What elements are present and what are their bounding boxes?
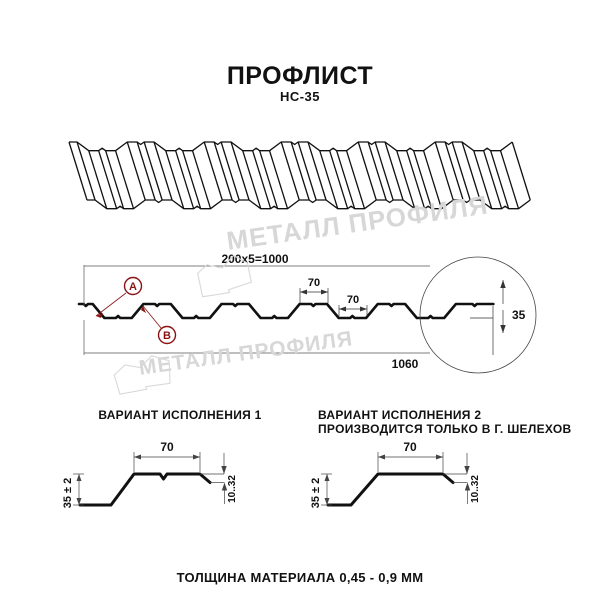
svg-text:35 ± 2: 35 ± 2 [310, 478, 322, 509]
svg-text:10..32: 10..32 [470, 475, 481, 503]
svg-text:35 ± 2: 35 ± 2 [62, 478, 74, 509]
svg-text:70: 70 [160, 440, 174, 454]
svg-text:10..32: 10..32 [227, 475, 238, 503]
svg-text:70: 70 [403, 440, 417, 454]
